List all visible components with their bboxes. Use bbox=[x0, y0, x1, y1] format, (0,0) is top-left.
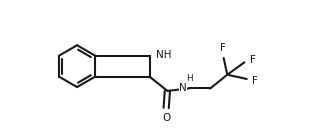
Text: F: F bbox=[252, 76, 258, 86]
Text: H: H bbox=[186, 73, 192, 83]
Text: F: F bbox=[220, 43, 225, 53]
Text: F: F bbox=[250, 55, 255, 65]
Text: N: N bbox=[179, 83, 187, 94]
Text: NH: NH bbox=[156, 50, 172, 60]
Text: O: O bbox=[162, 113, 170, 123]
